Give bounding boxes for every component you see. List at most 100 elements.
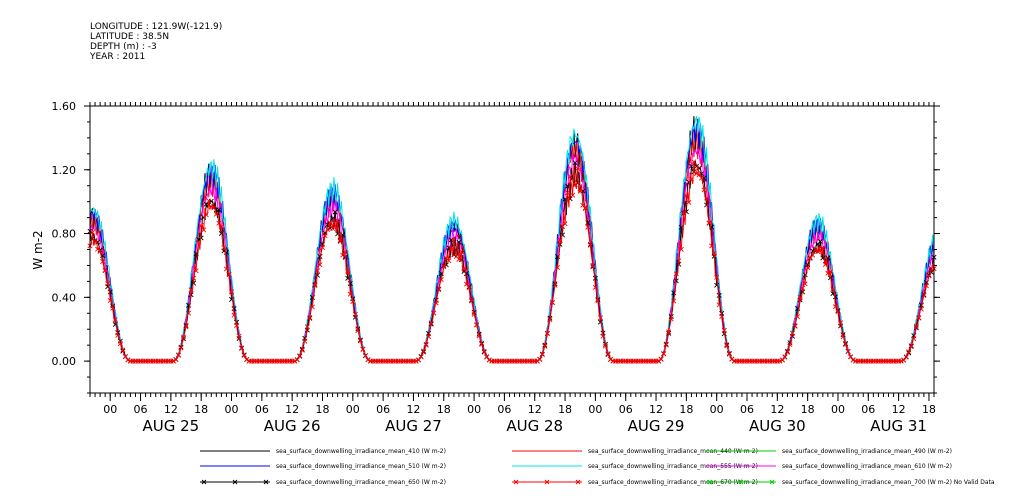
series-marker-7 xyxy=(117,341,123,347)
x-tick-label: 12 xyxy=(649,403,663,416)
series-marker-7 xyxy=(302,338,308,344)
day-label: AUG 29 xyxy=(628,417,685,435)
series-marker-7 xyxy=(802,281,808,287)
series-marker-7 xyxy=(357,338,363,344)
series-marker-7 xyxy=(97,248,103,254)
legend-label-0: sea_surface_downwelling_irradiance_mean_… xyxy=(276,448,446,455)
series-marker-7 xyxy=(709,243,715,249)
series-marker-6 xyxy=(317,253,323,259)
series-marker-7 xyxy=(699,175,705,181)
series-marker-7 xyxy=(656,358,662,364)
series-marker-7 xyxy=(479,341,485,347)
series-marker-7 xyxy=(724,343,730,349)
series-marker-7 xyxy=(335,218,341,224)
series-marker-7 xyxy=(180,334,187,340)
series-marker-7 xyxy=(474,322,480,328)
series-marker-7 xyxy=(779,357,785,363)
series-marker-7 xyxy=(903,354,909,360)
series-marker-7 xyxy=(360,346,366,352)
series-marker-7 xyxy=(481,348,487,354)
x-tick-label: 12 xyxy=(285,403,299,416)
series-marker-7 xyxy=(426,334,432,340)
legend-label-2: sea_surface_downwelling_irradiance_mean_… xyxy=(782,448,952,455)
x-tick-label: 06 xyxy=(619,403,633,416)
series-marker-7 xyxy=(810,252,816,258)
legend-marker xyxy=(738,479,744,485)
series-marker-7 xyxy=(193,268,199,274)
series-marker-7 xyxy=(428,320,434,326)
series-marker-7 xyxy=(597,315,603,321)
series-marker-7 xyxy=(105,281,111,287)
series-marker-7 xyxy=(211,205,217,211)
series-marker-7 xyxy=(714,274,720,280)
day-label: AUG 31 xyxy=(870,417,927,435)
x-tick-label: 18 xyxy=(558,403,572,416)
series-marker-7 xyxy=(658,356,664,362)
series-marker-7 xyxy=(231,312,237,318)
series-marker-7 xyxy=(304,324,310,330)
series-marker-7 xyxy=(911,336,917,342)
series-line-0 xyxy=(89,116,935,362)
series-marker-7 xyxy=(486,357,492,363)
year-label: YEAR : 2011 xyxy=(90,52,146,62)
x-tick-label: 12 xyxy=(528,403,542,416)
series-marker-7 xyxy=(825,270,831,276)
series-marker-7 xyxy=(820,245,826,251)
series-marker-7 xyxy=(572,182,578,188)
series-marker-7 xyxy=(196,239,202,245)
series-marker-6 xyxy=(570,175,576,181)
series-marker-7 xyxy=(446,258,452,264)
series-marker-7 xyxy=(921,293,927,299)
series-marker-7 xyxy=(456,256,462,262)
series-marker-6 xyxy=(688,163,694,169)
series-marker-7 xyxy=(186,310,192,316)
series-marker-7 xyxy=(822,261,828,267)
legend-marker xyxy=(263,479,269,485)
series-marker-7 xyxy=(441,263,447,269)
series-marker-7 xyxy=(681,209,687,215)
series-marker-7 xyxy=(221,245,227,251)
legend-marker xyxy=(769,479,775,485)
series-marker-7 xyxy=(448,246,454,252)
day-label: AUG 28 xyxy=(506,417,563,435)
day-label: AUG 27 xyxy=(385,417,442,435)
series-marker-7 xyxy=(213,211,219,217)
series-marker-7 xyxy=(471,311,477,317)
x-tick-label: 18 xyxy=(437,403,451,416)
series-marker-7 xyxy=(365,357,371,363)
legend-marker xyxy=(707,479,713,485)
series-marker-7 xyxy=(299,347,305,353)
x-tick-label: 00 xyxy=(710,403,724,416)
latitude-label: LATITUDE : 38.5N xyxy=(90,32,170,42)
series-marker-7 xyxy=(191,275,197,281)
x-tick-label: 06 xyxy=(134,403,148,416)
series-marker-7 xyxy=(201,227,207,233)
legend-label-4: sea_surface_downwelling_irradiance_mean_… xyxy=(588,463,758,470)
series-marker-7 xyxy=(582,206,588,212)
series-marker-7 xyxy=(711,251,717,257)
series-line-3 xyxy=(89,120,935,362)
series-marker-7 xyxy=(539,352,545,358)
series-marker-7 xyxy=(122,354,128,360)
series-marker-7 xyxy=(547,317,553,323)
x-tick-label: 18 xyxy=(315,403,329,416)
x-tick-label: 06 xyxy=(740,403,754,416)
y-tick-label: 1.20 xyxy=(52,164,77,177)
series-marker-7 xyxy=(663,342,669,348)
series-marker-7 xyxy=(297,353,303,359)
series-marker-7 xyxy=(102,267,108,273)
day-label: AUG 30 xyxy=(749,417,806,435)
series-marker-7 xyxy=(228,289,235,295)
series-marker-6 xyxy=(218,231,224,237)
series-marker-7 xyxy=(587,242,593,248)
series-marker-7 xyxy=(234,323,240,329)
series-marker-6 xyxy=(231,306,237,312)
legend-marker xyxy=(513,479,519,485)
legend-marker xyxy=(232,479,238,485)
series-marker-7 xyxy=(792,323,798,329)
series-marker-7 xyxy=(431,310,437,316)
series-marker-7 xyxy=(552,282,558,288)
series-marker-7 xyxy=(170,358,176,364)
series-marker-7 xyxy=(701,187,707,193)
